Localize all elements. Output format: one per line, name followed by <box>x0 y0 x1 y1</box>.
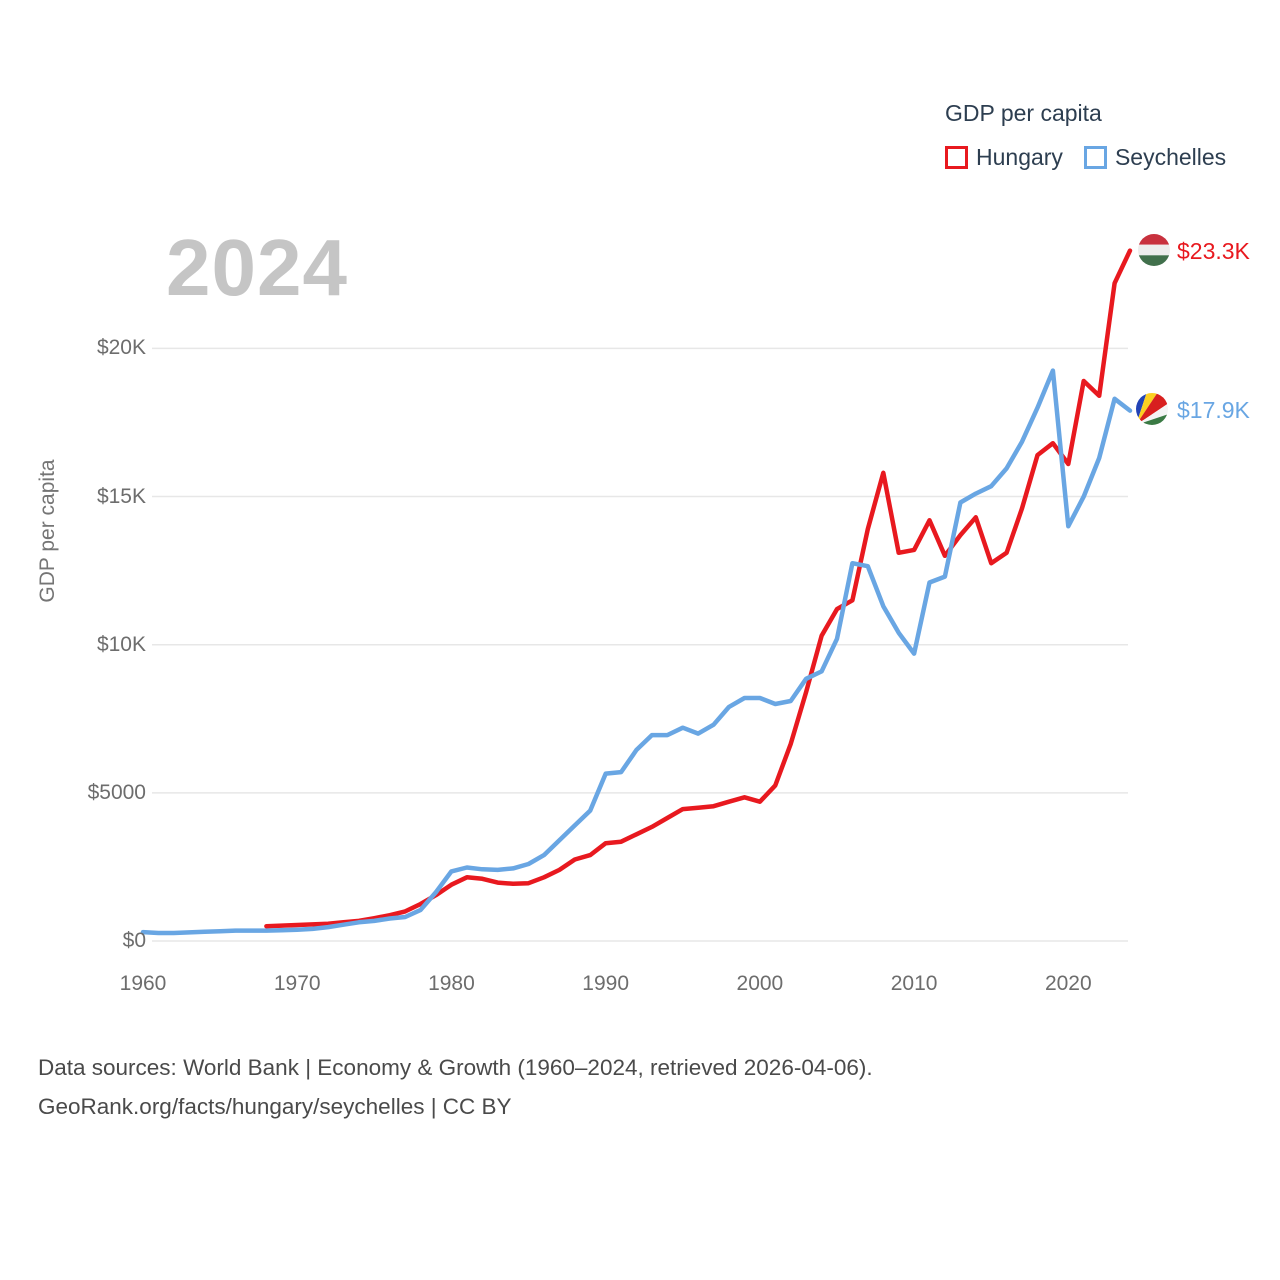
x-tick-label: 1990 <box>582 972 630 995</box>
legend: GDP per capita Hungary Seychelles <box>945 100 1226 171</box>
legend-item-hungary[interactable]: Hungary <box>945 144 1063 171</box>
seychelles-flag-icon <box>1136 393 1168 425</box>
x-tick-label: 1960 <box>119 972 167 995</box>
attribution-footer: Data sources: World Bank | Economy & Gro… <box>38 1048 873 1126</box>
y-tick-label: $0 <box>122 929 146 952</box>
x-tick-label: 2000 <box>736 972 784 995</box>
y-tick-label: $20K <box>96 336 146 360</box>
hungary-swatch-icon <box>945 146 968 169</box>
line-hungary <box>264 248 1133 929</box>
legend-item-seychelles[interactable]: Seychelles <box>1083 144 1227 171</box>
y-axis-title: GDP per capita <box>36 459 59 603</box>
legend-items: Hungary Seychelles <box>945 144 1226 171</box>
y-tick-label: $5000 <box>87 780 146 804</box>
y-tick-label: $15K <box>96 484 146 508</box>
x-tick-label: 2010 <box>890 972 938 995</box>
year-watermark: 2024 <box>166 223 348 312</box>
source-url-line[interactable]: GeoRank.org/facts/hungary/seychelles | C… <box>38 1094 512 1119</box>
x-tick-label: 1970 <box>273 972 321 995</box>
x-tick-label: 2020 <box>1044 972 1092 995</box>
legend-label-seychelles: Seychelles <box>1114 144 1227 170</box>
legend-label-hungary: Hungary <box>976 144 1063 170</box>
y-tick-label: $10K <box>96 632 146 656</box>
x-tick-label: 1980 <box>428 972 475 995</box>
seychelles-swatch-icon <box>1083 146 1107 169</box>
data-sources-line: Data sources: World Bank | Economy & Gro… <box>38 1055 873 1080</box>
line-seychelles <box>140 368 1133 936</box>
legend-title: GDP per capita <box>945 100 1102 126</box>
hungary-flag-icon <box>1138 234 1170 266</box>
hungary-end-value: $23.3K <box>1177 238 1250 264</box>
seychelles-end-value: $17.9K <box>1177 397 1250 423</box>
